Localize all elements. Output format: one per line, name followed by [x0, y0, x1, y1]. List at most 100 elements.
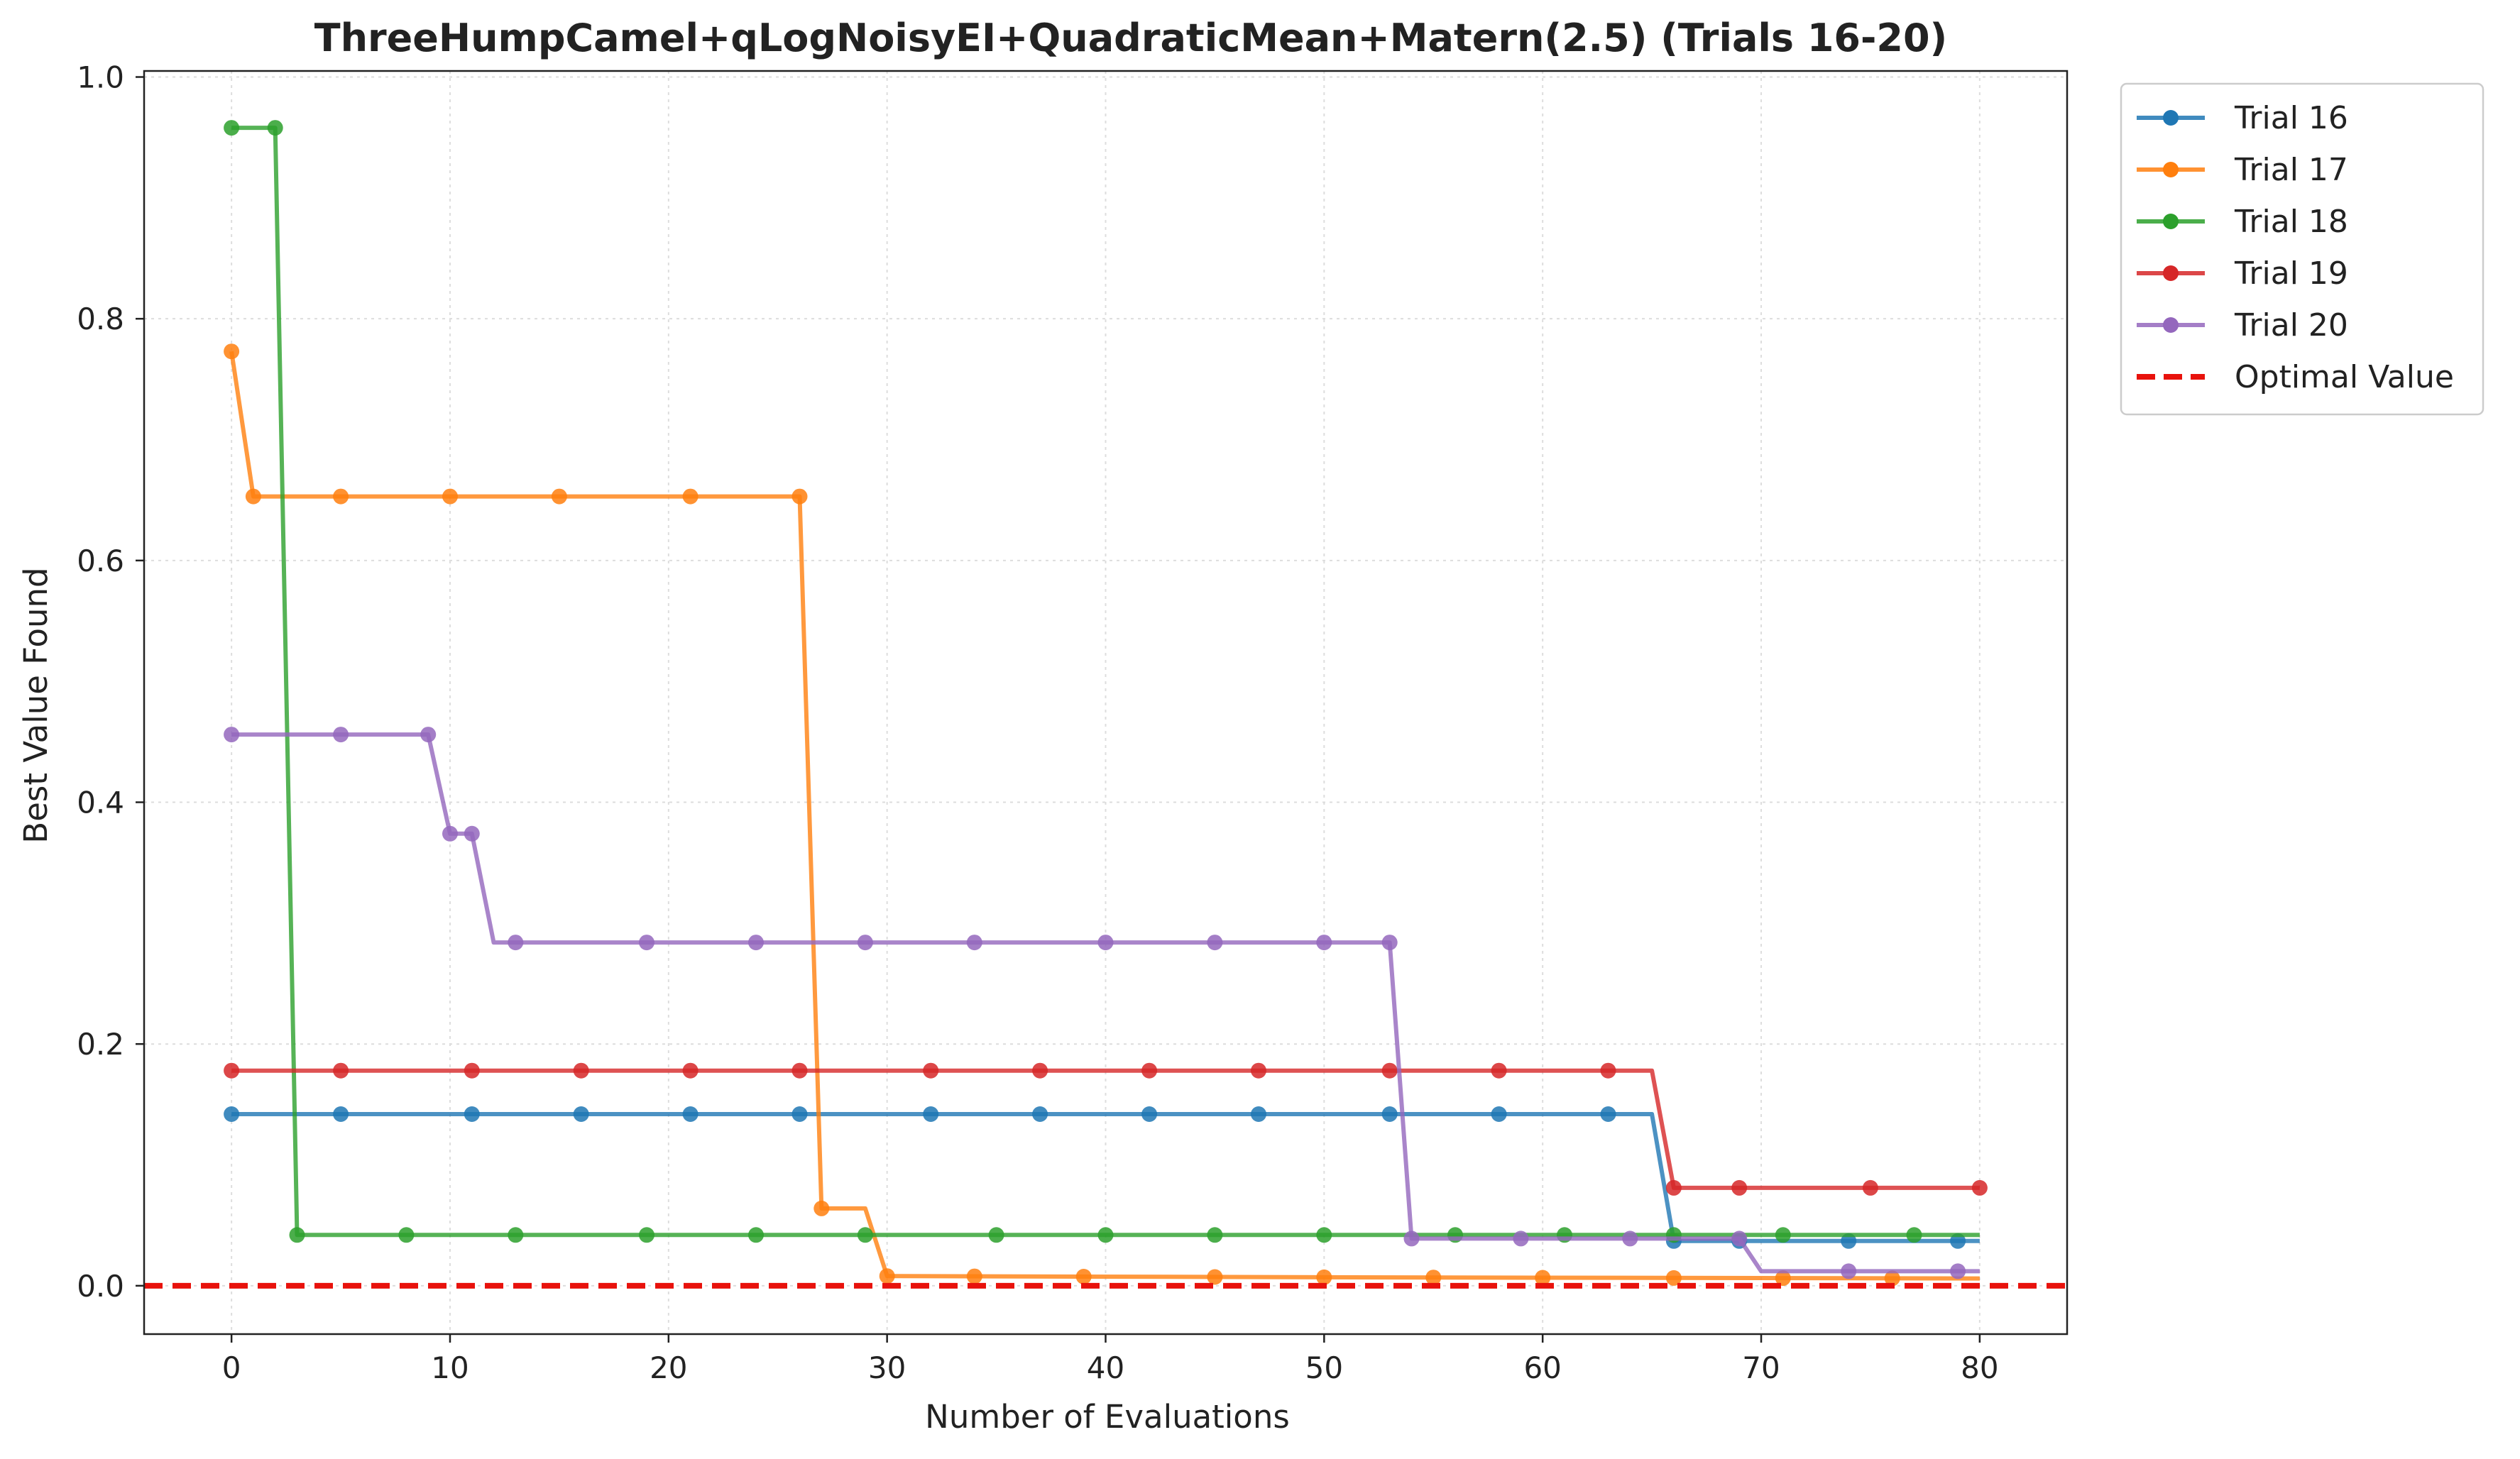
axes-layer: 0 10 20 30 40 50 60 70 80 0.0 0.2 0.4 0.6 0.8 1.0 [77, 60, 2069, 1385]
marker-trial-17-12 [1316, 1269, 1332, 1285]
marker-trial-17-17 [1884, 1270, 1900, 1287]
marker-trial-20-3 [442, 825, 458, 842]
marker-trial-18-11 [1316, 1227, 1332, 1243]
x-tick-label-4: 40 [1087, 1350, 1124, 1385]
x-tick-label-6: 60 [1523, 1350, 1561, 1385]
marker-trial-19-8 [1141, 1062, 1158, 1079]
legend-swatch-marker-4 [2163, 317, 2179, 333]
legend-label-5: Optimal Value [2235, 359, 2454, 395]
marker-trial-16-1 [333, 1106, 349, 1122]
marker-trial-19-4 [682, 1062, 699, 1079]
marker-trial-20-9 [966, 935, 982, 951]
marker-trial-17-2 [333, 488, 349, 505]
marker-trial-17-8 [879, 1268, 895, 1284]
marker-trial-16-0 [224, 1106, 240, 1122]
marker-trial-17-4 [551, 488, 567, 505]
marker-trial-20-13 [1381, 935, 1398, 951]
series-layer [144, 120, 2067, 1289]
marker-trial-20-18 [1841, 1263, 1857, 1279]
marker-trial-20-14 [1403, 1230, 1420, 1247]
marker-trial-17-15 [1665, 1270, 1682, 1286]
marker-trial-18-8 [988, 1227, 1004, 1243]
marker-trial-19-15 [1862, 1179, 1878, 1196]
x-tick-label-0: 0 [222, 1350, 241, 1385]
marker-trial-17-7 [813, 1200, 830, 1216]
y-tick-label-5: 1.0 [77, 60, 124, 95]
marker-trial-20-5 [508, 935, 524, 951]
marker-trial-16-12 [1600, 1106, 1616, 1122]
chart-title: ThreeHumpCamel+qLogNoisyEI+QuadraticMean… [314, 16, 1947, 60]
marker-trial-19-13 [1665, 1179, 1682, 1196]
marker-trial-17-0 [224, 343, 240, 360]
marker-trial-20-4 [464, 825, 480, 842]
marker-trial-19-2 [464, 1062, 480, 1079]
marker-trial-19-3 [573, 1062, 589, 1079]
marker-trial-18-6 [748, 1227, 764, 1243]
x-tick-label-8: 80 [1961, 1350, 1998, 1385]
x-axis-label: Number of Evaluations [925, 1398, 1290, 1436]
marker-trial-20-0 [224, 727, 240, 743]
marker-trial-17-11 [1207, 1269, 1223, 1285]
marker-trial-16-11 [1491, 1106, 1507, 1122]
marker-trial-18-4 [508, 1227, 524, 1243]
marker-trial-20-8 [857, 935, 873, 951]
marker-trial-17-5 [682, 488, 699, 505]
marker-trial-17-14 [1535, 1270, 1551, 1286]
y-tick-label-0: 0.0 [77, 1269, 124, 1304]
chart-legend: Trial 16 Trial 17 Trial 18 Trial 19 Trial 20… [2120, 82, 2485, 416]
marker-trial-19-11 [1491, 1062, 1507, 1079]
marker-trial-18-0 [224, 120, 240, 136]
marker-trial-19-10 [1381, 1062, 1398, 1079]
marker-trial-19-5 [791, 1062, 808, 1079]
y-tick-label-3: 0.6 [77, 544, 124, 578]
marker-trial-18-3 [398, 1227, 415, 1243]
marker-trial-16-8 [1141, 1106, 1158, 1122]
marker-trial-16-6 [923, 1106, 939, 1122]
marker-trial-19-6 [923, 1062, 939, 1079]
legend-label-0: Trial 16 [2234, 100, 2348, 136]
marker-trial-18-16 [1906, 1227, 1922, 1243]
marker-trial-17-9 [966, 1268, 982, 1284]
marker-trial-16-3 [573, 1106, 589, 1122]
marker-trial-19-9 [1251, 1062, 1266, 1079]
marker-trial-18-9 [1097, 1227, 1114, 1243]
marker-trial-20-12 [1316, 935, 1332, 951]
x-tick-label-1: 10 [431, 1350, 469, 1385]
marker-trial-20-19 [1950, 1263, 1966, 1279]
legend-swatch-marker-2 [2163, 214, 2179, 229]
marker-trial-17-13 [1425, 1270, 1442, 1286]
marker-trial-18-7 [857, 1227, 873, 1243]
marker-trial-18-5 [639, 1227, 654, 1243]
marker-trial-18-10 [1207, 1227, 1223, 1243]
marker-trial-20-15 [1513, 1230, 1529, 1247]
marker-trial-18-1 [267, 120, 283, 136]
marker-trial-16-4 [682, 1106, 699, 1122]
y-tick-label-2: 0.4 [77, 786, 124, 820]
x-tick-label-2: 20 [650, 1350, 687, 1385]
x-tick-label-5: 50 [1305, 1350, 1343, 1385]
marker-trial-19-12 [1600, 1062, 1616, 1079]
legend-label-2: Trial 18 [2234, 204, 2348, 240]
series-line-trial-19 [231, 1068, 1980, 1190]
y-tick-label-4: 0.8 [77, 302, 124, 336]
marker-trial-20-16 [1622, 1230, 1638, 1247]
marker-trial-19-1 [333, 1062, 349, 1079]
marker-trial-20-1 [333, 727, 349, 743]
marker-trial-18-15 [1775, 1227, 1791, 1243]
marker-trial-16-5 [791, 1106, 808, 1122]
marker-trial-16-10 [1381, 1106, 1398, 1122]
series-line-trial-18 [231, 126, 1980, 1238]
marker-trial-17-16 [1775, 1270, 1791, 1287]
x-tick-label-3: 30 [868, 1350, 906, 1385]
marker-trial-19-7 [1032, 1062, 1048, 1079]
marker-trial-20-17 [1731, 1230, 1748, 1247]
legend-label-3: Trial 19 [2234, 255, 2348, 292]
y-axis-label: Best Value Found [17, 567, 55, 843]
marker-trial-19-0 [224, 1062, 240, 1079]
marker-trial-20-10 [1097, 935, 1114, 951]
marker-trial-17-6 [791, 488, 808, 505]
legend-swatch-marker-3 [2163, 265, 2179, 281]
marker-trial-20-6 [639, 935, 654, 951]
